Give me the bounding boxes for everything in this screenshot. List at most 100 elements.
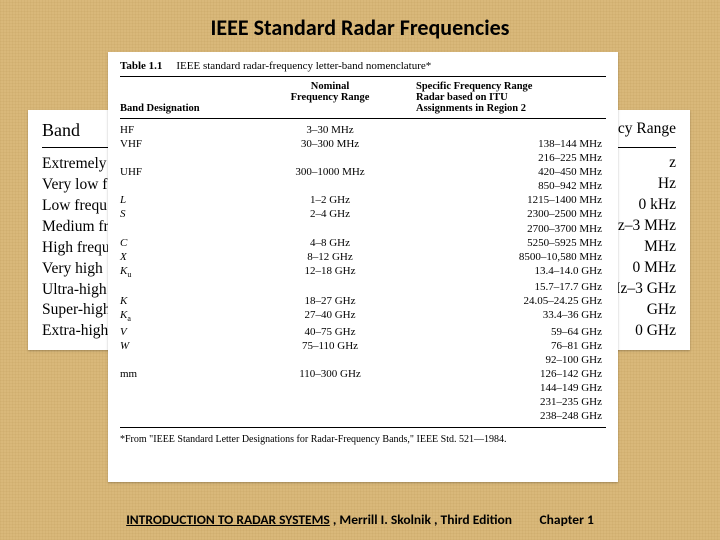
cell-specific: 15.7–17.7 GHz	[410, 280, 606, 294]
cell-nominal: 300–1000 MHz	[250, 165, 410, 179]
cell-band	[120, 353, 250, 367]
table-row: 238–248 GHz	[120, 409, 606, 423]
th-specific-l1: Specific Frequency Range	[416, 81, 606, 92]
footer-chapter: Chapter 1	[540, 511, 594, 528]
cell-specific: 144–149 GHz	[410, 381, 606, 395]
cell-nominal	[250, 151, 410, 165]
cell-specific: 138–144 MHz	[410, 137, 606, 151]
table-row: C4–8 GHz5250–5925 MHz	[120, 236, 606, 250]
cell-band: W	[120, 339, 250, 353]
cell-band: mm	[120, 367, 250, 381]
th-nominal: Nominal Frequency Range	[250, 81, 410, 114]
back-range-fragment: 0 kHz	[639, 196, 676, 214]
cell-specific	[410, 123, 606, 137]
cell-band: Ku	[120, 264, 250, 280]
cell-nominal	[250, 395, 410, 409]
cell-nominal: 1–2 GHz	[250, 193, 410, 207]
page-title: IEEE Standard Radar Frequencies	[0, 14, 720, 41]
cell-nominal	[250, 409, 410, 423]
table-row: 850–942 MHz	[120, 179, 606, 193]
cell-specific: 2700–3700 MHz	[410, 222, 606, 236]
table-row: K18–27 GHz24.05–24.25 GHz	[120, 294, 606, 308]
cell-specific: 24.05–24.25 GHz	[410, 294, 606, 308]
table-body: HF3–30 MHzVHF30–300 MHz138–144 MHz216–22…	[120, 123, 606, 423]
table-row: 231–235 GHz	[120, 395, 606, 409]
cell-band	[120, 280, 250, 294]
table-row: L1–2 GHz1215–1400 MHz	[120, 193, 606, 207]
back-range-fragment: 0 MHz	[633, 259, 676, 277]
back-range-fragment: GHz	[647, 301, 676, 319]
cell-specific: 33.4–36 GHz	[410, 308, 606, 324]
th-nominal-l1: Nominal	[250, 81, 410, 92]
table-row: VHF30–300 MHz138–144 MHz	[120, 137, 606, 151]
back-range-fragment: Hz–3 GHz	[609, 280, 676, 298]
cell-nominal	[250, 222, 410, 236]
footer-author: , Merrill I. Skolnik , Third Edition	[330, 511, 512, 528]
footer-book-title: INTRODUCTION TO RADAR SYSTEMS	[126, 511, 330, 528]
cell-band: X	[120, 250, 250, 264]
cell-nominal: 30–300 MHz	[250, 137, 410, 151]
cell-specific: 5250–5925 MHz	[410, 236, 606, 250]
cell-specific: 92–100 GHz	[410, 353, 606, 367]
table-label: Table 1.1	[120, 60, 162, 72]
cell-specific: 231–235 GHz	[410, 395, 606, 409]
cell-nominal: 12–18 GHz	[250, 264, 410, 280]
cell-band	[120, 409, 250, 423]
table-rule-mid	[120, 118, 606, 119]
cell-nominal	[250, 280, 410, 294]
cell-specific: 126–142 GHz	[410, 367, 606, 381]
cell-band: UHF	[120, 165, 250, 179]
cell-band: Ka	[120, 308, 250, 324]
back-range-fragment: MHz	[644, 238, 676, 256]
cell-band: K	[120, 294, 250, 308]
table-row: 2700–3700 MHz	[120, 222, 606, 236]
cell-specific: 216–225 MHz	[410, 151, 606, 165]
table-row: 92–100 GHz	[120, 353, 606, 367]
table-row: HF3–30 MHz	[120, 123, 606, 137]
cell-specific: 2300–2500 MHz	[410, 207, 606, 221]
table-row: S2–4 GHz2300–2500 MHz	[120, 207, 606, 221]
th-band: Band Designation	[120, 103, 250, 114]
cell-specific: 1215–1400 MHz	[410, 193, 606, 207]
table-row: V40–75 GHz59–64 GHz	[120, 325, 606, 339]
cell-band: S	[120, 207, 250, 221]
table-row: X8–12 GHz8500–10,580 MHz	[120, 250, 606, 264]
cell-specific: 420–450 MHz	[410, 165, 606, 179]
cell-specific: 76–81 GHz	[410, 339, 606, 353]
table-row: 216–225 MHz	[120, 151, 606, 165]
cell-band: VHF	[120, 137, 250, 151]
back-range-fragment: z	[669, 154, 676, 172]
cell-band: HF	[120, 123, 250, 137]
cell-nominal: 110–300 GHz	[250, 367, 410, 381]
table-row: mm110–300 GHz126–142 GHz	[120, 367, 606, 381]
cell-nominal	[250, 381, 410, 395]
cell-nominal: 8–12 GHz	[250, 250, 410, 264]
cell-nominal	[250, 179, 410, 193]
slide-footer: INTRODUCTION TO RADAR SYSTEMS , Merrill …	[0, 511, 720, 528]
cell-band	[120, 381, 250, 395]
th-specific-l3: Assignments in Region 2	[416, 103, 606, 114]
cell-nominal: 27–40 GHz	[250, 308, 410, 324]
table-row: UHF300–1000 MHz420–450 MHz	[120, 165, 606, 179]
th-specific: Specific Frequency Range Radar based on …	[410, 81, 606, 114]
table-row: W75–110 GHz76–81 GHz	[120, 339, 606, 353]
back-range-fragment: 0 GHz	[635, 322, 676, 340]
table-row: Ka27–40 GHz33.4–36 GHz	[120, 308, 606, 324]
table-row: Ku12–18 GHz13.4–14.0 GHz	[120, 264, 606, 280]
table-caption: Table 1.1 IEEE standard radar-frequency …	[120, 60, 606, 72]
table-footnote: *From "IEEE Standard Letter Designations…	[120, 434, 606, 445]
cell-specific: 8500–10,580 MHz	[410, 250, 606, 264]
cell-nominal: 3–30 MHz	[250, 123, 410, 137]
cell-band: V	[120, 325, 250, 339]
ieee-radar-table: Table 1.1 IEEE standard radar-frequency …	[108, 52, 618, 482]
cell-band	[120, 179, 250, 193]
cell-specific: 238–248 GHz	[410, 409, 606, 423]
cell-band	[120, 151, 250, 165]
cell-nominal: 40–75 GHz	[250, 325, 410, 339]
table-rule-top	[120, 76, 606, 77]
table-header: Band Designation Nominal Frequency Range…	[120, 81, 606, 114]
cell-specific: 13.4–14.0 GHz	[410, 264, 606, 280]
cell-nominal	[250, 353, 410, 367]
cell-band	[120, 395, 250, 409]
table-rule-bottom	[120, 427, 606, 428]
